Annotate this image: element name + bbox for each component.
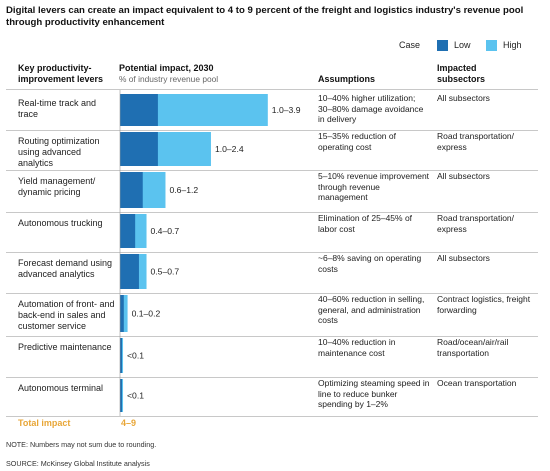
row-divider (6, 212, 538, 213)
legend-high-label: High (503, 40, 522, 50)
header-impact: Potential impact, 2030 (119, 63, 214, 73)
header-subsectors: Impacted subsectors (437, 63, 486, 84)
header-impact-sub: % of industry revenue pool (119, 74, 219, 84)
header-assumptions: Assumptions (318, 74, 376, 84)
bar-low (120, 295, 124, 332)
subsector-text: Ocean transportation (437, 378, 517, 388)
total-impact-value: 4–9 (121, 418, 137, 428)
assumption-text: 5–10% revenue improvement through revenu… (318, 171, 430, 203)
lever-label: Autonomous trucking (18, 218, 103, 228)
bar-value-label: 0.6–1.2 (169, 185, 198, 195)
header-rule (6, 89, 538, 90)
bar-low (120, 132, 158, 166)
note-text: NOTE: Numbers may not sum due to roundin… (6, 440, 157, 449)
bar-low (120, 379, 122, 412)
lever-label: Automation of front- and back-end in sal… (18, 299, 115, 331)
row-divider (6, 293, 538, 294)
lever-label: Routing optimization using advanced anal… (18, 136, 100, 168)
bar-low (120, 338, 122, 373)
bar-low (120, 172, 143, 208)
legend-high-swatch (486, 40, 497, 51)
subsector-text: All subsectors (437, 253, 490, 263)
legend-title: Case (399, 40, 421, 50)
row-divider (6, 336, 538, 337)
bar-low (120, 254, 139, 289)
total-impact-label: Total impact (18, 418, 71, 428)
subsector-text: Road transportation/ express (437, 213, 515, 234)
chart-title: Digital levers can create an impact equi… (6, 5, 524, 28)
row-divider (6, 130, 538, 131)
source-text: SOURCE: McKinsey Global Institute analys… (6, 459, 150, 468)
bar-value-label: 0.5–0.7 (151, 267, 180, 277)
assumption-text: Optimizing steaming speed in line to red… (318, 378, 430, 410)
assumption-text: 40–60% reduction in selling, general, an… (318, 294, 425, 326)
bar-low (120, 94, 158, 126)
bar-value-label: <0.1 (127, 351, 144, 361)
bar-value-label: 1.0–2.4 (215, 144, 244, 154)
header-levers: Key productivity-improvement levers (18, 63, 104, 84)
subsector-text: Road/ocean/air/rail transportation (437, 337, 509, 358)
row-divider (6, 377, 538, 378)
lever-label: Forecast demand using advanced analytics (18, 258, 113, 279)
subsector-text: All subsectors (437, 93, 490, 103)
bar-value-label: <0.1 (127, 391, 144, 401)
row-divider (6, 170, 538, 171)
assumption-text: 15–35% reduction of operating cost (318, 131, 396, 152)
legend-low-label: Low (454, 40, 471, 50)
subsector-text: All subsectors (437, 171, 490, 181)
assumption-text: Elimination of 25–45% of labor cost (318, 213, 413, 234)
lever-label: Real-time track and trace (18, 98, 97, 119)
subsector-text: Contract logistics, freight forwarding (437, 294, 531, 315)
lever-label: Autonomous terminal (18, 383, 104, 393)
subsector-text: Road transportation/ express (437, 131, 515, 152)
assumption-text: 10–40% higher utilization; 30–80% damage… (318, 93, 424, 125)
lever-label: Predictive maintenance (18, 342, 112, 352)
assumption-text: 10–40% reduction in maintenance cost (318, 337, 396, 358)
lever-label: Yield management/ dynamic pricing (18, 176, 96, 197)
row-divider (6, 252, 538, 253)
bar-value-label: 0.1–0.2 (132, 309, 161, 319)
assumption-text: ~6–8% saving on operating costs (318, 253, 422, 274)
row-divider (6, 416, 538, 417)
bar-low (120, 214, 136, 248)
bar-value-label: 1.0–3.9 (272, 105, 301, 115)
legend-low-swatch (437, 40, 448, 51)
bar-value-label: 0.4–0.7 (151, 226, 180, 236)
